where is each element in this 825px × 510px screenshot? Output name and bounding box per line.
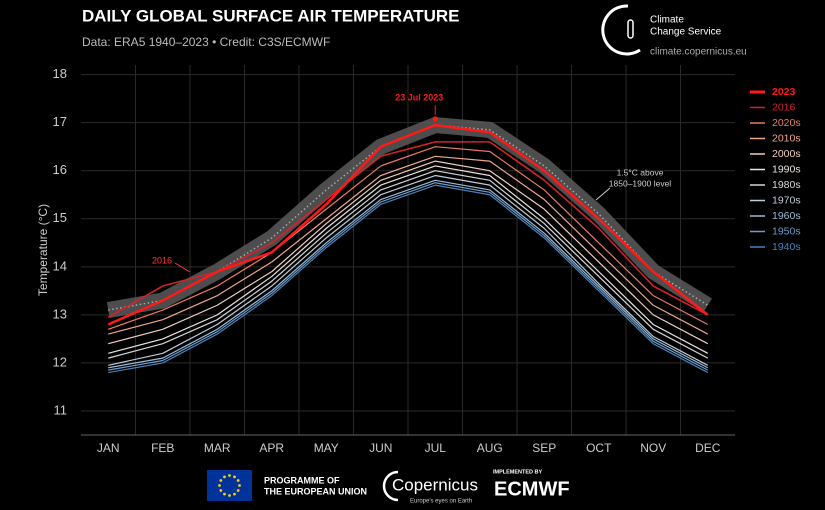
eu-text: THE EUROPEAN UNION <box>264 486 367 496</box>
annotation: 1.5°C above <box>617 167 664 177</box>
annotation-pointer <box>174 262 191 273</box>
x-tick-label: OCT <box>586 441 612 455</box>
logo-thermometer <box>627 19 634 39</box>
annotation-pointer <box>595 187 611 201</box>
legend-label: 1960s <box>772 210 801 222</box>
footer: PROGRAMME OF THE EUROPEAN UNION Copernic… <box>207 469 570 505</box>
legend-label: 2016 <box>772 101 796 113</box>
series-line <box>108 170 709 359</box>
eu-star <box>236 489 240 492</box>
x-tick-label: APR <box>259 441 284 455</box>
eu-star <box>218 484 221 487</box>
series-line <box>108 182 709 371</box>
plot: JAN FEB MAR APR MAY JUN JUL AUG SEP OCT NOV DEC 11 12… <box>53 65 801 455</box>
eu-star <box>233 492 236 496</box>
y-axis-label: Temperature (°C) <box>36 204 50 296</box>
copernicus-tagline: Europe's eyes on Earth <box>410 499 472 505</box>
legend-label: 1990s <box>772 163 801 175</box>
legend-label: 1970s <box>772 194 801 206</box>
series-line <box>108 146 709 330</box>
logo-text: Climate <box>650 15 684 26</box>
eu-star <box>228 474 231 477</box>
annotation: 1850–1900 level <box>609 178 672 188</box>
y-tick-label: 12 <box>53 354 67 369</box>
chart-subtitle: Data: ERA5 1940–2023 • Credit: C3S/ECMWF <box>82 35 330 49</box>
annotation: 2016 <box>152 255 172 265</box>
x-tick-label: JUL <box>425 441 447 455</box>
series-line <box>107 123 709 326</box>
eu-text: PROGRAMME OF <box>264 475 340 485</box>
eu-star <box>223 475 226 479</box>
y-tick-label: 14 <box>53 258 67 273</box>
series-line <box>108 174 709 366</box>
logo-arc <box>601 4 641 56</box>
x-tick-label: AUG <box>477 441 503 455</box>
implemented-text: IMPLEMENTED BY <box>493 469 543 475</box>
x-tick-label: NOV <box>640 441 666 455</box>
x-tick-label: FEB <box>151 441 174 455</box>
y-tick-label: 11 <box>54 402 68 417</box>
eu-star <box>233 475 236 479</box>
logo-url: climate.copernicus.eu <box>650 47 747 58</box>
series-line <box>108 155 709 335</box>
x-tick-label: JUN <box>369 441 392 455</box>
series-line <box>108 179 709 369</box>
x-tick-label: MAR <box>204 441 231 455</box>
eu-star <box>228 494 231 497</box>
logo: Climate Change Service climate.copernicu… <box>601 4 747 58</box>
y-tick-label: 18 <box>53 66 67 81</box>
x-tick-label: SEP <box>532 441 556 455</box>
eu-star <box>219 489 223 492</box>
x-tick-label: DEC <box>695 441 721 455</box>
legend-label: 2020s <box>772 117 801 129</box>
legend-label: 1980s <box>772 179 801 191</box>
eu-star <box>236 479 240 482</box>
eu-star <box>238 484 241 487</box>
legend-label: 2010s <box>772 132 801 144</box>
eu-stars <box>218 474 241 497</box>
series-line <box>108 165 709 354</box>
x-tick-label: JAN <box>97 441 120 455</box>
legend-label: 2023 <box>772 86 796 98</box>
logo-text: Change Service <box>650 27 722 38</box>
peak-marker <box>432 116 438 122</box>
legend-label: 2000s <box>772 148 801 160</box>
y-tick-label: 13 <box>53 306 67 321</box>
y-tick-label: 16 <box>53 162 67 177</box>
x-tick-label: MAY <box>314 441 339 455</box>
legend-label: 1950s <box>772 225 801 237</box>
legend-label: 1940s <box>772 241 801 253</box>
y-tick-label: 17 <box>53 114 67 129</box>
eu-star <box>219 479 223 482</box>
ecmwf-text: ECMWF <box>494 478 570 500</box>
series-line <box>107 141 709 318</box>
series-line <box>108 184 709 374</box>
chart-title: DAILY GLOBAL SURFACE AIR TEMPERATURE <box>82 6 460 25</box>
copernicus-arc <box>382 470 399 502</box>
series-line <box>108 160 709 345</box>
y-tick-label: 15 <box>53 210 67 225</box>
annotation: 23 Jul 2023 <box>395 92 443 102</box>
eu-star <box>223 492 226 496</box>
copernicus-text: Copernicus <box>392 475 478 494</box>
